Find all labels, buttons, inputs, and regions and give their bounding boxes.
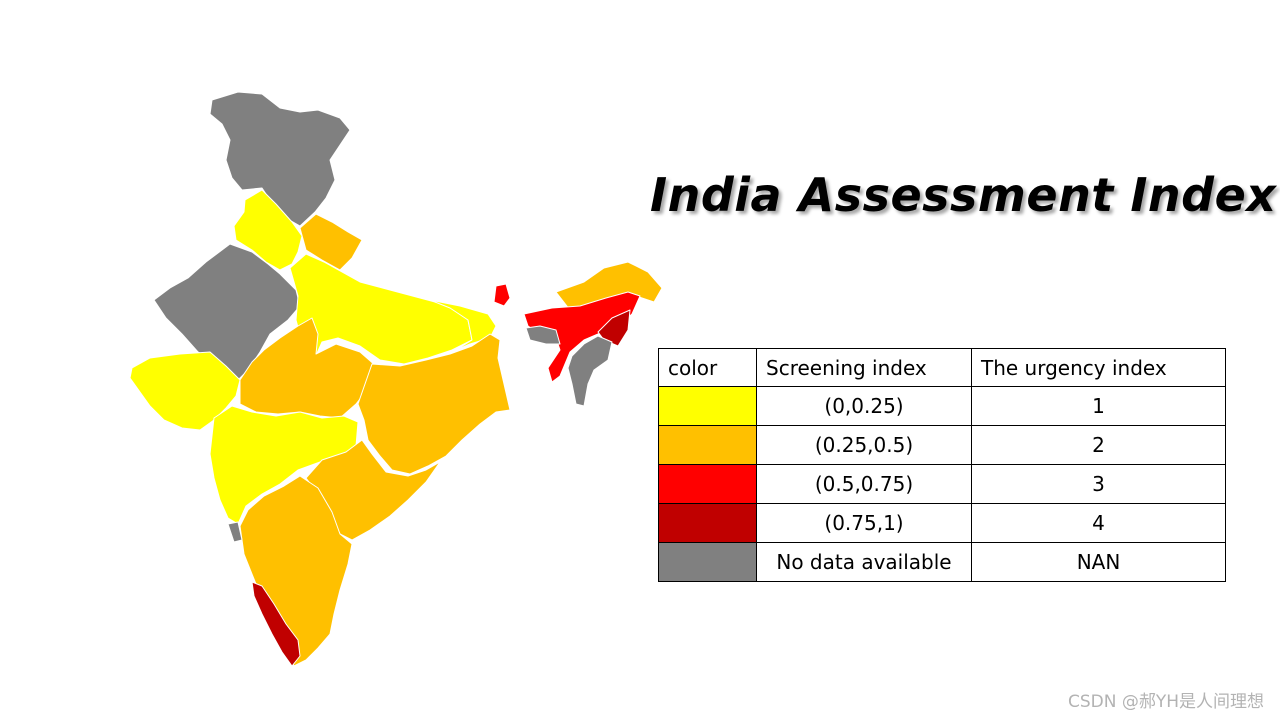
legend-table: color Screening index The urgency index … xyxy=(658,348,1226,582)
legend-row: (0.25,0.5) 2 xyxy=(658,425,1226,465)
color-swatch xyxy=(659,387,756,425)
legend-range: (0.75,1) xyxy=(756,503,972,543)
legend-swatch xyxy=(658,542,757,582)
color-swatch xyxy=(659,543,756,581)
legend-urgency: 2 xyxy=(971,425,1226,465)
region-jammu-kashmir xyxy=(209,91,351,227)
region-mizoram-tripura xyxy=(567,335,613,407)
legend-range: (0,0.25) xyxy=(756,386,972,426)
map-title: India Assessment Index xyxy=(650,168,1277,222)
region-jharkhand-bengal-odisha xyxy=(357,333,511,475)
legend-row: (0.5,0.75) 3 xyxy=(658,464,1226,504)
legend-urgency: 1 xyxy=(971,386,1226,426)
region-sikkim xyxy=(493,283,511,307)
color-swatch xyxy=(659,426,756,464)
color-swatch xyxy=(659,465,756,503)
legend-urgency: NAN xyxy=(971,542,1226,582)
region-uttarakhand xyxy=(299,213,363,271)
region-nagaland-manipur xyxy=(597,309,631,347)
legend-urgency: 4 xyxy=(971,503,1226,543)
color-swatch xyxy=(659,504,756,542)
legend-header-screening: Screening index xyxy=(756,348,972,387)
region-mizoram-tripura-2 xyxy=(525,325,561,345)
region-goa xyxy=(227,521,243,543)
region-uttar-pradesh xyxy=(289,253,473,365)
legend-swatch xyxy=(658,464,757,504)
india-choropleth-map xyxy=(129,91,663,667)
legend-range: (0.5,0.75) xyxy=(756,464,972,504)
legend-urgency: 3 xyxy=(971,464,1226,504)
region-bihar xyxy=(429,299,497,351)
region-madhya-pradesh xyxy=(239,317,377,419)
legend-row: (0.75,1) 4 xyxy=(658,503,1226,543)
legend-range: (0.25,0.5) xyxy=(756,425,972,465)
watermark: CSDN @郝YH是人间理想 xyxy=(1067,692,1264,712)
legend-swatch xyxy=(658,503,757,543)
legend-swatch xyxy=(658,425,757,465)
legend-range: No data available xyxy=(756,542,972,582)
legend-header-urgency: The urgency index xyxy=(971,348,1226,387)
legend-header-row: color Screening index The urgency index xyxy=(658,348,1226,387)
legend-swatch xyxy=(658,386,757,426)
region-punjab-haryana xyxy=(233,189,303,271)
legend-header-color: color xyxy=(658,348,757,387)
region-kerala xyxy=(251,581,301,667)
legend-row: (0,0.25) 1 xyxy=(658,386,1226,426)
legend-row: No data available NAN xyxy=(658,542,1226,582)
